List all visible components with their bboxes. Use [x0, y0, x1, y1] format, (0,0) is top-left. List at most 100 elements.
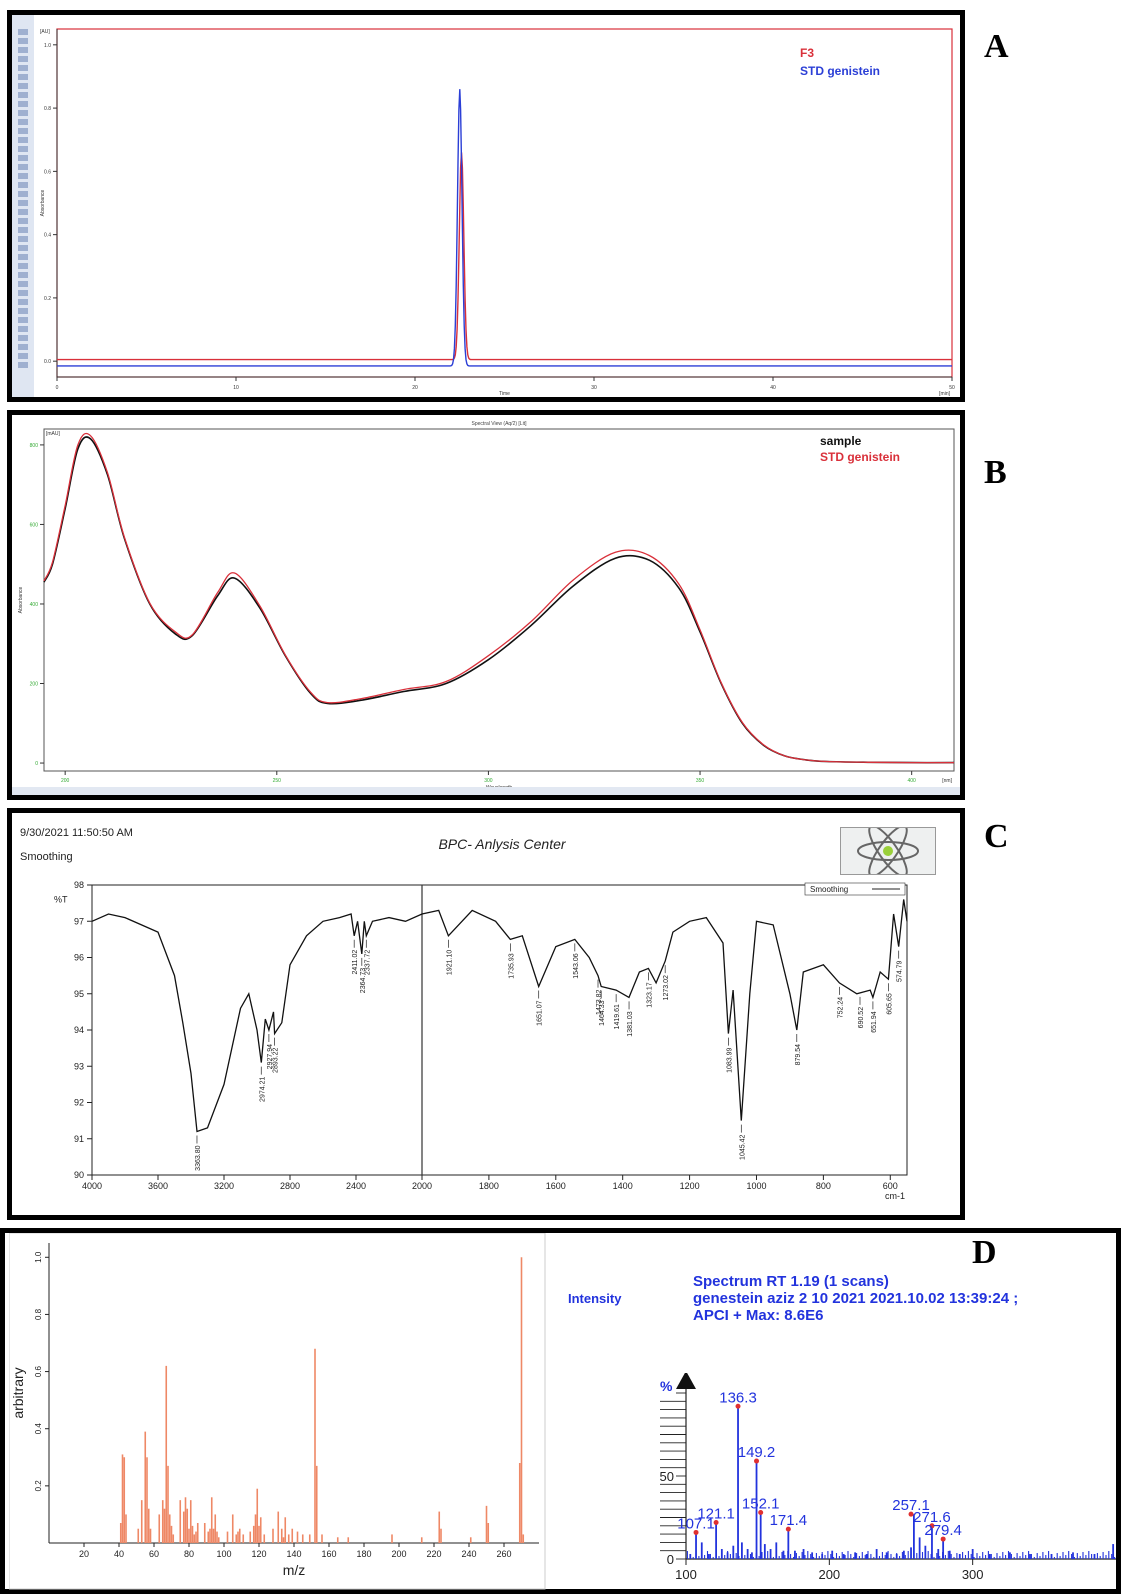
y-tick-label: 0.6: [44, 169, 51, 175]
toolbar-button-icon: [18, 200, 28, 206]
peak-label: 1323.17: [646, 982, 653, 1007]
panel-d: 20 40 60 80 100 120 140 160 180 200 220 240 260 0.2 0.…: [0, 1228, 1121, 1594]
x-tick-label: 80: [184, 1549, 194, 1559]
peak-label: 107.1: [677, 1515, 715, 1532]
peak-label: 136.3: [719, 1389, 757, 1406]
toolbar-button-icon: [18, 344, 28, 350]
x-tick-label: 100: [675, 1567, 697, 1582]
x-tick-label: 60: [149, 1549, 159, 1559]
y-tick-label: 93: [74, 1061, 84, 1071]
y-tick-label: 0.6: [34, 1365, 43, 1377]
toolbar-button-icon: [18, 236, 28, 242]
x-tick-label: 0: [56, 385, 59, 391]
x-tick-label: 180: [356, 1549, 371, 1559]
plot-background: [9, 1233, 546, 1590]
x-tick-label: 160: [321, 1549, 336, 1559]
chart-b: Spectral View (Aq/2) [Lit] 200 250 300 350 40…: [12, 421, 960, 795]
x-tick-label: 3200: [214, 1181, 234, 1191]
peak-dot: [693, 1529, 699, 1535]
toolbar-button-icon: [18, 173, 28, 179]
smoothing-label: Smoothing: [20, 851, 73, 863]
x-tick-label: 20: [412, 385, 418, 391]
peak-label: 1543.06: [573, 953, 580, 978]
ms-title: Spectrum RT 1.19 (1 scans) genestein azi…: [693, 1273, 1018, 1324]
y-tick-label: 0.4: [34, 1423, 43, 1435]
series-line-f3: [57, 152, 952, 361]
legend-box: [804, 882, 906, 896]
timestamp: 9/30/2021 11:50:50 AM: [20, 827, 133, 839]
peak-label: 257.1: [892, 1497, 930, 1514]
y-axis-label: arbitrary: [10, 1367, 26, 1418]
y-tick-label: 0: [35, 761, 38, 767]
peak-label: 121.1: [697, 1505, 735, 1522]
toolbar-button-icon: [18, 128, 28, 134]
peak-label: 3363.80: [195, 1145, 202, 1170]
chart-d-predicted: 20 40 60 80 100 120 140 160 180 200 220 240 260 0.2 0.…: [9, 1233, 546, 1590]
x-tick-label: 400: [908, 778, 917, 784]
y-tick-label: 800: [30, 443, 39, 449]
panel-c: 9/30/2021 11:50:50 AM Smoothing BPC- Anl…: [7, 808, 965, 1220]
intensity-label: Intensity: [568, 1291, 622, 1306]
y-tick-label: 0.0: [44, 359, 51, 365]
peak-label: 2411.02: [352, 950, 359, 975]
x-axis-label: m/z: [283, 1562, 306, 1578]
toolbar-button-icon: [18, 254, 28, 260]
y-tick-label: 0.4: [44, 233, 51, 239]
y-tick-label: 600: [30, 522, 39, 528]
chart-title: BPC- Anlysis Center: [438, 836, 566, 852]
y-tick-label: 50: [660, 1469, 674, 1484]
y-tick-label: 200: [30, 682, 39, 688]
panel-letter-a: A: [984, 28, 1009, 65]
peak-dot: [785, 1526, 791, 1532]
peak-dot: [758, 1510, 764, 1516]
peak-label: 2974.21: [259, 1077, 266, 1102]
toolbar-button-icon: [18, 209, 28, 215]
x-tick-label: 20: [79, 1549, 89, 1559]
toolbar-button-icon: [18, 218, 28, 224]
peak-label: 605.65: [886, 993, 893, 1015]
chart-c: BPC- Anlysis Center Smoothing 4000 3600 3200…: [54, 836, 908, 1201]
series-line-sample: [43, 436, 955, 764]
toolbar-button-icon: [18, 290, 28, 296]
ms-title-line-2: genestein aziz 2 10 2021 2021.10.02 13:3…: [693, 1290, 1019, 1307]
peak-label: 1473.82: [596, 990, 603, 1015]
toolbar-button-icon: [18, 353, 28, 359]
chart-title: Spectral View (Aq/2) [Lit]: [472, 421, 528, 427]
y-tick-label: 95: [74, 989, 84, 999]
y-axis-label: %T: [54, 895, 68, 905]
x-tick-label: 1400: [613, 1181, 633, 1191]
peak-label: 2337.72: [364, 950, 371, 975]
ir-spectrum-line: [91, 899, 908, 1133]
peak-label: 1921.10: [446, 950, 453, 975]
toolbar-button-icon: [18, 56, 28, 62]
toolbar-button-icon: [18, 362, 28, 368]
peak-label: 651.94: [871, 1011, 878, 1033]
toolbar-button-icon: [18, 38, 28, 44]
x-tick-label: 1800: [479, 1181, 499, 1191]
toolbar-button-icon: [18, 74, 28, 80]
x-tick-label: 4000: [82, 1181, 102, 1191]
peak-label: 1464.33: [599, 1000, 606, 1025]
toolbar-button-icon: [18, 47, 28, 53]
x-tick-label: 140: [286, 1549, 301, 1559]
peak-label: 1735.93: [508, 953, 515, 978]
lab-logo: [840, 824, 936, 878]
x-tick-label: 3600: [148, 1181, 168, 1191]
peak-label: 2893.22: [273, 1048, 280, 1073]
ms-title-line-3: APCI + Max: 8.6E6: [693, 1307, 824, 1324]
x-tick-label: 240: [461, 1549, 476, 1559]
toolbar-button-icon: [18, 182, 28, 188]
y-tick-label: 0.2: [34, 1480, 43, 1492]
peak-label: 1651.07: [537, 1000, 544, 1025]
y-unit-label: %: [660, 1378, 673, 1394]
x-tick-label: 800: [816, 1181, 831, 1191]
toolbar-button-icon: [18, 317, 28, 323]
legend-entry: sample: [820, 434, 862, 448]
toolbar-button-icon: [18, 146, 28, 152]
y-tick-label: 98: [74, 880, 84, 890]
x-tick-label: 100: [216, 1549, 231, 1559]
peak-label: 2927.94: [267, 1044, 274, 1069]
panel-b: Spectral View (Aq/2) [Lit] 200 250 300 350 40…: [7, 410, 965, 800]
peak-label: 690.52: [858, 1007, 865, 1029]
toolbar-button-icon: [18, 191, 28, 197]
